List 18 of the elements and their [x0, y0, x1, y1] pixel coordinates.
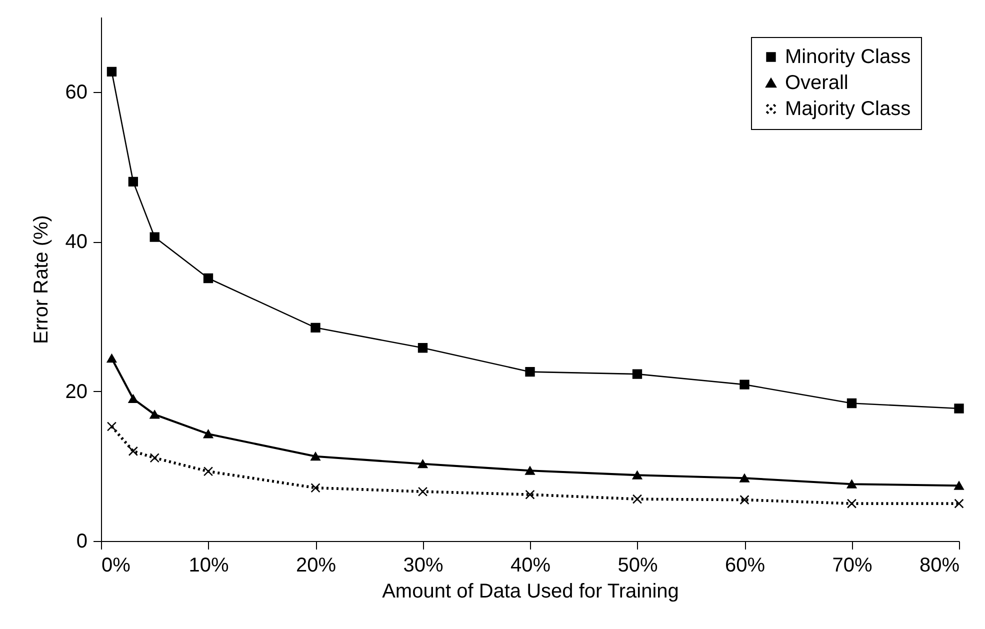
- x-axis-title: Amount of Data Used for Training: [382, 580, 679, 602]
- x-tick-label: 0%: [102, 554, 131, 576]
- y-tick-label: 20: [65, 380, 88, 403]
- y-tick-label: 60: [65, 81, 88, 104]
- legend-label: Majority Class: [785, 98, 911, 120]
- legend-label: Minority Class: [785, 46, 911, 68]
- x-tick-label: 60%: [724, 554, 766, 576]
- x-tick-label: 50%: [618, 554, 658, 576]
- x-tick-label: 10%: [188, 554, 229, 576]
- legend-label: Overall: [785, 72, 848, 94]
- x-tick-label: 40%: [510, 554, 551, 576]
- x-tick-label: 20%: [296, 554, 336, 576]
- y-tick-label: 0: [76, 530, 88, 552]
- x-tick-label: 30%: [403, 554, 444, 576]
- y-tick-label: 40: [65, 231, 88, 254]
- x-tick-label: 70%: [832, 554, 872, 576]
- x-tick-label: 80%: [919, 554, 960, 576]
- y-axis-title: Error Rate (%): [30, 215, 52, 344]
